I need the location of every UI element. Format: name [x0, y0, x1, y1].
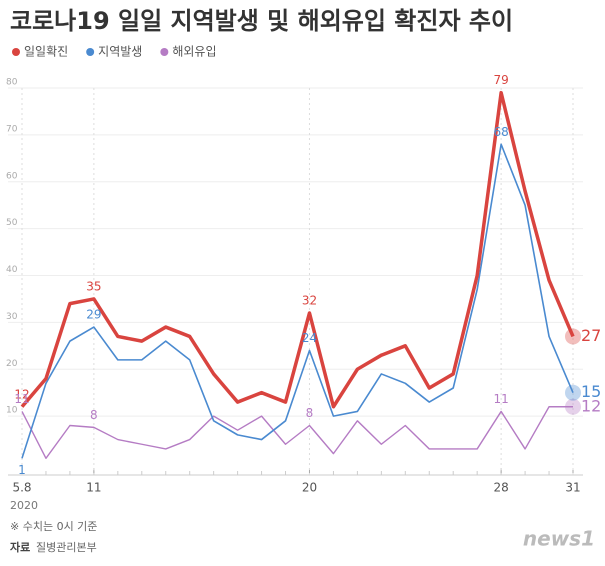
y-tick-label: 50	[6, 218, 18, 228]
y-tick-label: 40	[6, 265, 18, 275]
y-tick-label: 10	[6, 406, 18, 416]
end-label: 27	[581, 326, 601, 345]
data-label: 1	[18, 463, 26, 477]
legend-label: 해외유입	[172, 45, 216, 59]
x-tick-label: 28	[493, 481, 508, 495]
source: 질병관리본부	[36, 541, 97, 554]
x-tick-label: 31	[565, 481, 580, 495]
data-label: 29	[86, 308, 101, 322]
data-label: 12	[14, 387, 29, 401]
x-tick-label: 20	[302, 481, 317, 495]
series-line	[20, 90, 575, 409]
y-tick-label: 70	[6, 124, 18, 134]
x-tick-label: 11	[86, 481, 101, 495]
logo: news1	[523, 527, 595, 551]
source-label: 자료	[10, 540, 30, 554]
series-line	[21, 406, 573, 460]
series-line	[21, 143, 574, 459]
data-label: 8	[306, 406, 314, 420]
end-label: 12	[581, 396, 601, 415]
end-point	[565, 384, 581, 401]
x-tick-label: 5.8	[12, 481, 31, 495]
end-label: 15	[581, 382, 601, 401]
legend-label: 지역발생	[98, 45, 142, 59]
legend-marker	[86, 48, 95, 56]
data-label: 11	[14, 392, 29, 406]
end-point	[565, 398, 581, 415]
data-label: 24	[302, 331, 317, 345]
end-point	[565, 328, 581, 345]
data-label: 79	[493, 73, 508, 87]
legend-label: 일일확진	[24, 45, 68, 59]
y-tick-label: 60	[6, 171, 18, 181]
legend-marker	[160, 48, 169, 56]
y-tick-label: 80	[6, 78, 18, 88]
data-label: 35	[86, 279, 101, 293]
legend-marker	[12, 48, 20, 56]
y-tick-label: 30	[6, 312, 18, 322]
data-label: 8	[90, 408, 98, 422]
chart-title: 코로나19 일일 지역발생 및 해외유입 확진자 추이	[10, 7, 513, 35]
note: ※ 수치는 0시 기준	[10, 520, 97, 533]
x-axis-year: 2020	[10, 499, 38, 512]
y-tick-label: 20	[6, 359, 18, 369]
data-label: 32	[302, 294, 317, 308]
data-label: 11	[493, 392, 508, 406]
data-label: 68	[493, 125, 508, 139]
